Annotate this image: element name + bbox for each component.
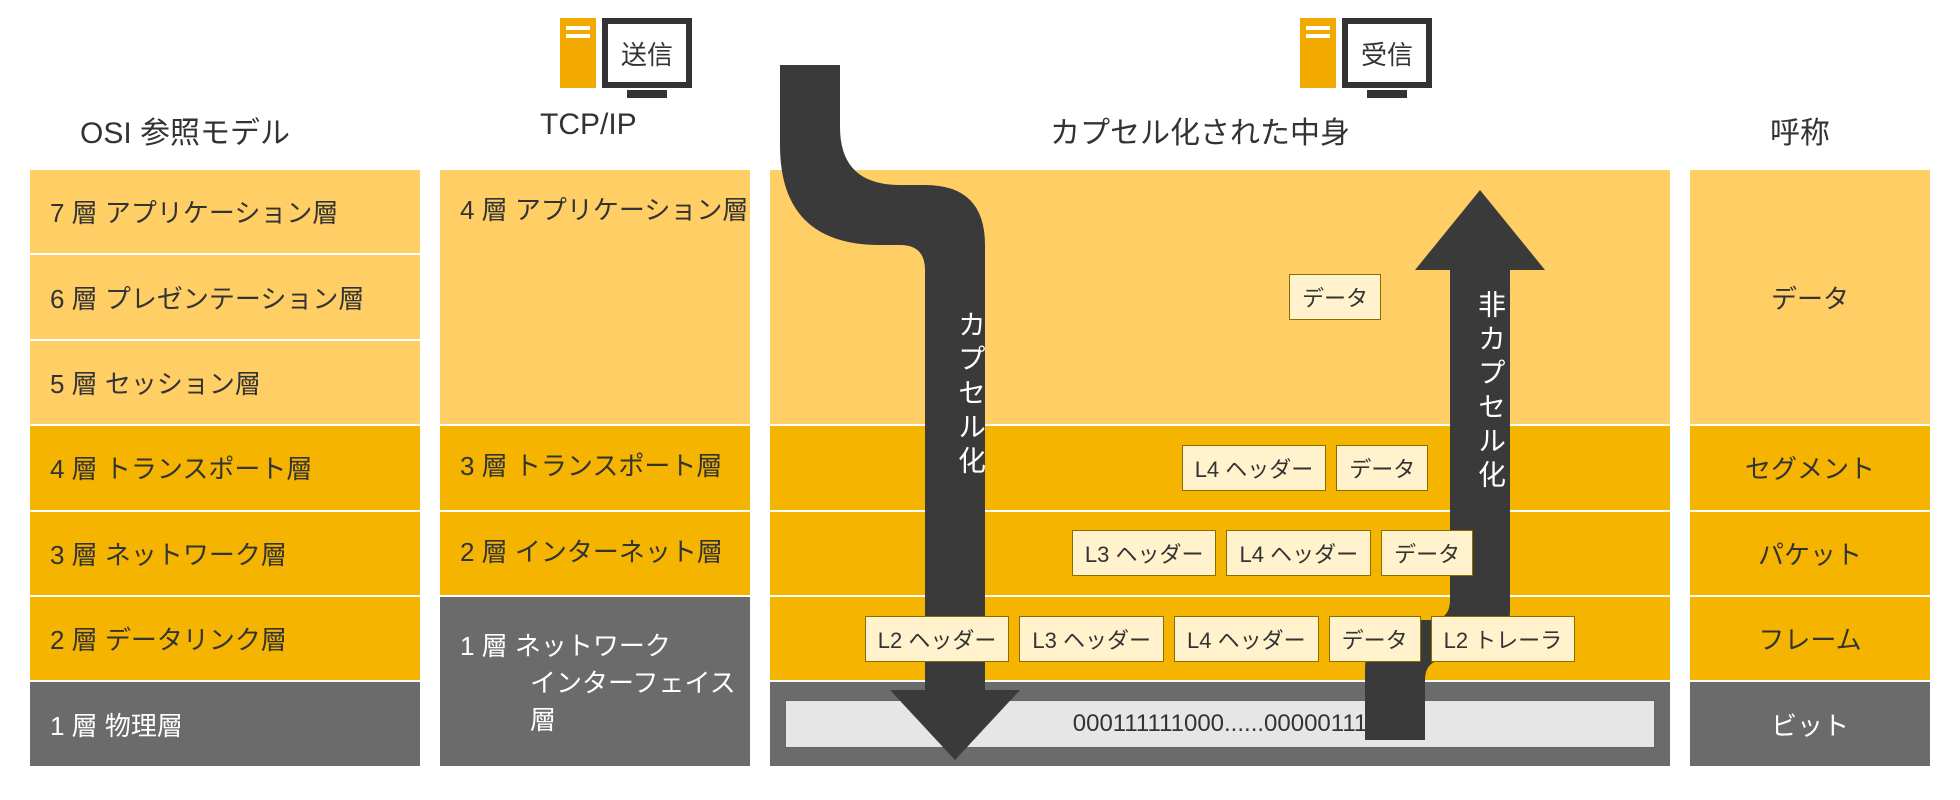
data-box: データ — [1329, 616, 1421, 662]
data-box: L2 トレーラ — [1431, 616, 1576, 662]
tower-icon — [560, 18, 596, 88]
osi-layer-row: 6 層 プレゼンテーション層 — [30, 255, 420, 340]
osi-column: 7 層 アプリケーション層6 層 プレゼンテーション層5 層 セッション層4 層… — [30, 170, 420, 768]
tcpip-layer-row: 3 層 トランスポート層 — [440, 426, 750, 511]
name-row: ビット — [1690, 682, 1930, 767]
data-box: L3 ヘッダー — [1019, 616, 1164, 662]
osi-header: OSI 参照モデル — [80, 108, 290, 152]
data-box: L3 ヘッダー — [1072, 530, 1217, 576]
encapsulation-row: L4 ヘッダーデータ — [770, 426, 1670, 511]
encapsulation-row: L2 ヘッダーL3 ヘッダーL4 ヘッダーデータL2 トレーラ — [770, 597, 1670, 682]
data-box: データ — [1381, 530, 1473, 576]
name-row: データ — [1690, 170, 1930, 426]
tcpip-layer-row: 1 層 ネットワークインターフェイス層 — [440, 597, 750, 768]
monitor-icon: 受信 — [1342, 18, 1432, 88]
tower-icon — [1300, 18, 1336, 88]
decapsulation-label: 非カプセル化 — [1470, 290, 1510, 494]
encapsulation-column: データL4 ヘッダーデータL3 ヘッダーL4 ヘッダーデータL2 ヘッダーL3 … — [770, 170, 1670, 768]
encapsulation-label: カプセル化 — [950, 310, 990, 480]
name-row: パケット — [1690, 512, 1930, 597]
data-box: データ — [1336, 445, 1428, 491]
column-headers: OSI 参照モデル TCP/IP カプセル化された中身 呼称 — [0, 108, 1960, 158]
names-header: 呼称 — [1770, 108, 1830, 152]
osi-layer-row: 5 層 セッション層 — [30, 341, 420, 426]
data-box: L4 ヘッダー — [1226, 530, 1371, 576]
osi-layer-row: 3 層 ネットワーク層 — [30, 512, 420, 597]
data-boxes-wrap: L2 ヘッダーL3 ヘッダーL4 ヘッダーデータL2 トレーラ — [865, 616, 1575, 662]
data-box: データ — [1289, 274, 1381, 320]
encapsulation-row: 000111111000......00000111 — [770, 682, 1670, 767]
monitor-icon: 送信 — [602, 18, 692, 88]
data-boxes-wrap: データ — [1289, 274, 1381, 320]
tcpip-layer-row: 4 層 アプリケーション層 — [440, 170, 750, 426]
data-boxes-wrap: L3 ヘッダーL4 ヘッダーデータ — [1072, 530, 1473, 576]
data-box: L4 ヘッダー — [1174, 616, 1319, 662]
data-box: L2 ヘッダー — [865, 616, 1010, 662]
osi-layer-row: 4 層 トランスポート層 — [30, 426, 420, 511]
data-box: L4 ヘッダー — [1182, 445, 1327, 491]
receive-label: 受信 — [1361, 35, 1413, 72]
names-column: データセグメントパケットフレームビット — [1690, 170, 1930, 768]
data-boxes-wrap: L4 ヘッダーデータ — [1182, 445, 1429, 491]
osi-layer-row: 1 層 物理層 — [30, 682, 420, 767]
send-computer-icon: 送信 — [560, 18, 692, 88]
middle-header: カプセル化された中身 — [1050, 108, 1350, 152]
osi-layer-row: 7 層 アプリケーション層 — [30, 170, 420, 255]
tcpip-layer-row: 2 層 インターネット層 — [440, 512, 750, 597]
encapsulation-row: L3 ヘッダーL4 ヘッダーデータ — [770, 512, 1670, 597]
encapsulation-row: データ — [770, 170, 1670, 426]
layer-area: 7 層 アプリケーション層6 層 プレゼンテーション層5 層 セッション層4 層… — [0, 170, 1960, 768]
send-label: 送信 — [621, 35, 673, 72]
tcpip-header: TCP/IP — [540, 108, 637, 142]
name-row: フレーム — [1690, 597, 1930, 682]
bit-stream-bar: 000111111000......00000111 — [785, 700, 1655, 747]
osi-layer-row: 2 層 データリンク層 — [30, 597, 420, 682]
name-row: セグメント — [1690, 426, 1930, 511]
tcpip-column: 4 層 アプリケーション層3 層 トランスポート層2 層 インターネット層1 層… — [440, 170, 750, 768]
receive-computer-icon: 受信 — [1300, 18, 1432, 88]
